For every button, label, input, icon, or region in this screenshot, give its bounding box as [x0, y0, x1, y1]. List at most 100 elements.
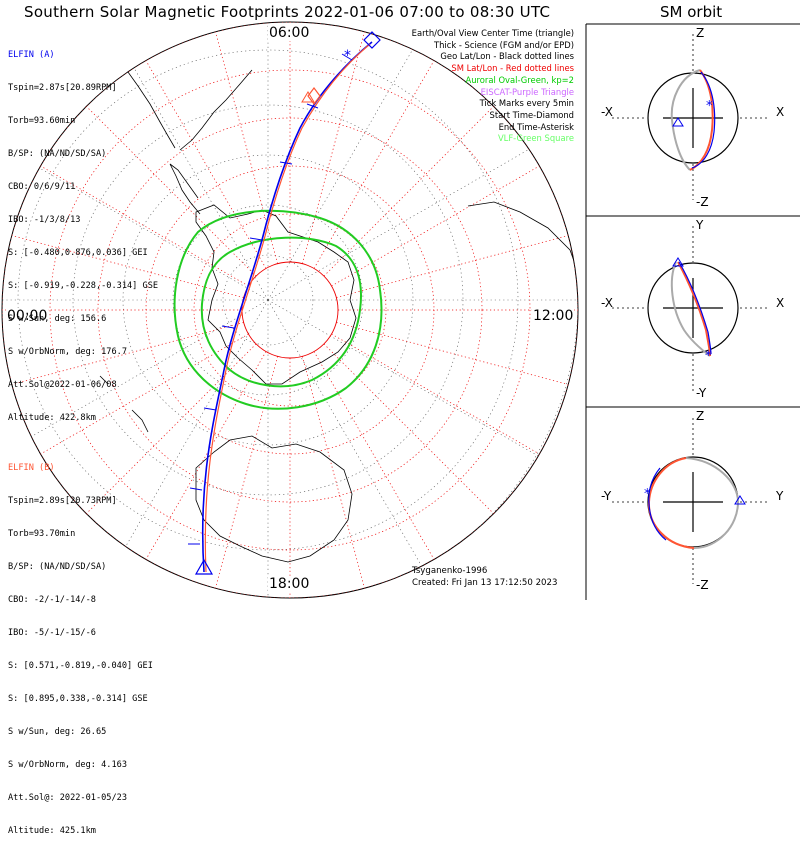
track-probe-b: [204, 43, 371, 573]
orbit-panel-xz: *: [612, 34, 770, 200]
created-timestamp: Created: Fri Jan 13 17:12:50 2023: [412, 578, 558, 588]
probe-a-line: Tspin=2.87s[20.89RPM]: [8, 83, 117, 93]
probe-b-line: S w/Sun, deg: 26.65: [8, 727, 107, 737]
orbit-3-label-left: -Y: [601, 489, 612, 503]
legend-item: Tick Marks every 5min: [479, 98, 574, 109]
orbit-3-label-top: Z: [696, 409, 705, 423]
probe-a-line: B/SP: (NA/ND/SD/SA): [8, 149, 107, 159]
probe-b-line: B/SP: (NA/ND/SD/SA): [8, 562, 107, 572]
sm-meridian: [331, 159, 550, 287]
probe-a-line: CBO: 0/6/9/11: [8, 182, 76, 192]
legend-item: Earth/Oval View Center Time (triangle): [411, 28, 574, 38]
orbit-2-label-top: Y: [696, 218, 704, 232]
orbit-2-label-right: X: [776, 296, 785, 310]
probe-b-line: Att.Sol@: 2022-01-05/23: [8, 793, 127, 803]
svg-text:*: *: [706, 99, 713, 114]
orbit-gray-path: [670, 69, 701, 171]
probe-a-line: S w/OrbNorm, deg: 176.7: [8, 347, 127, 357]
probe-b-line: Tspin=2.89s[20.73RPM]: [8, 496, 117, 506]
sm-latitude-circle: [97, 117, 483, 503]
orbit-title: SM orbit: [660, 3, 723, 21]
probe-b-name: ELFIN (B): [8, 463, 55, 473]
sm-meridian: [323, 343, 503, 523]
svg-text:*: *: [644, 487, 651, 502]
probe-a-line: S: [-0.919,-0.228,-0.314] GSE: [8, 281, 159, 291]
view-center-triangle-b: [301, 91, 315, 103]
orbit-1-label-right: X: [776, 105, 785, 119]
probe-b-line: S: [0.571,-0.819,-0.040] GEI: [8, 661, 153, 671]
geo-latitude-circle: [172, 204, 364, 396]
sm-meridian: [139, 50, 267, 269]
orbit-3-label-bottom: -Z: [696, 578, 709, 592]
orbit-gray-path: [685, 457, 740, 549]
probe-a-line: Altitude: 422.8km: [8, 413, 96, 423]
probe-a-line: Att.Sol@2022-01-06/08: [8, 380, 117, 390]
probe-a-name: ELFIN (A): [8, 50, 55, 60]
sm-meridian: [77, 343, 257, 523]
sm-latitude-circle: [49, 69, 531, 551]
geo-latitude-circle: [72, 104, 464, 496]
time-label-right: 12:00: [532, 308, 575, 324]
sm-meridian: [302, 356, 368, 598]
geo-latitude-circle: [17, 49, 519, 551]
orbit-panel-yz: *: [612, 418, 770, 584]
start-diamond-b: [307, 87, 321, 105]
legend-item: Thick - Science (FGM and/or EPD): [433, 39, 574, 50]
model-credit: Tsyganenko-1996: [412, 566, 488, 576]
orbit-b-path: [689, 69, 714, 171]
orbit-1-label-top: Z: [696, 26, 705, 40]
sm-meridian: [212, 356, 278, 598]
auroral-ovals: [173, 209, 383, 410]
probe-b-line: S: [0.895,0.338,-0.314] GSE: [8, 694, 148, 704]
sm-meridian: [139, 351, 267, 570]
sm-latitude-circle: [193, 213, 387, 407]
new-zealand: [99, 375, 149, 433]
orbit-gray-path: [670, 261, 711, 357]
auroral-oval-outer: [173, 209, 383, 410]
start-diamond-a: [363, 31, 381, 49]
orbit-b-path: [677, 261, 711, 357]
probe-b-info: ELFIN (B) Tspin=2.89s[20.73RPM] Torb=93.…: [8, 441, 153, 848]
legend-item: End Time-Asterisk: [498, 121, 574, 132]
antarctic-peninsula: [169, 163, 201, 215]
time-label-top: 06:00: [268, 25, 311, 41]
svg-text:*: *: [705, 349, 712, 364]
probe-a-line: Torb=93.60min: [8, 116, 76, 126]
antarctica-coast: [195, 204, 357, 385]
orbit-3-label-right: Y: [776, 489, 784, 503]
sm-meridian: [2, 232, 244, 298]
australia-coast: [195, 435, 353, 563]
globe: [1, 21, 579, 599]
legend-item: Geo Lat/Lon - Black dotted lines: [440, 51, 574, 62]
footprint-tracks: *: [188, 31, 381, 575]
time-label-left: 00:00: [6, 308, 49, 324]
sm-meridian: [313, 351, 441, 570]
orbit-a-path: [691, 71, 716, 169]
orbit-1-label-left: -X: [601, 105, 613, 119]
sm-meridian: [336, 232, 578, 298]
geo-latitude-circle: [222, 254, 314, 346]
time-label-bottom: 18:00: [268, 576, 311, 592]
geo-lat-lon-grid: [2, 22, 578, 598]
sm-meridian: [323, 97, 503, 277]
sm-meridian: [77, 97, 257, 277]
orbit-2-label-left: -X: [601, 296, 613, 310]
orbit-b-path: [647, 457, 695, 549]
sm-meridian: [336, 322, 578, 388]
probe-b-line: CBO: -2/-1/-14/-8: [8, 595, 96, 605]
legend-item: SM Lat/Lon - Red dotted lines: [451, 63, 574, 74]
probe-a-line: S: [-0.480,0.876,0.036] GEI: [8, 248, 148, 258]
auroral-oval-inner: [200, 236, 362, 388]
sm-meridian: [302, 22, 368, 264]
legend-item: VLF-Green Square: [497, 133, 574, 144]
probe-b-line: Torb=93.70min: [8, 529, 76, 539]
probe-b-line: Altitude: 425.1km: [8, 826, 96, 836]
orbit-1-label-bottom: -Z: [696, 195, 709, 209]
sm-meridian: [313, 50, 441, 269]
view-center-triangle-a: [194, 558, 214, 575]
sm-meridian: [331, 333, 550, 461]
legend: Earth/Oval View Center Time (triangle) T…: [412, 28, 574, 145]
footprint-map: * * *: [1, 21, 800, 600]
probe-b-line: S w/OrbNorm, deg: 4.163: [8, 760, 127, 770]
geo-latitude-circle: [122, 154, 414, 446]
